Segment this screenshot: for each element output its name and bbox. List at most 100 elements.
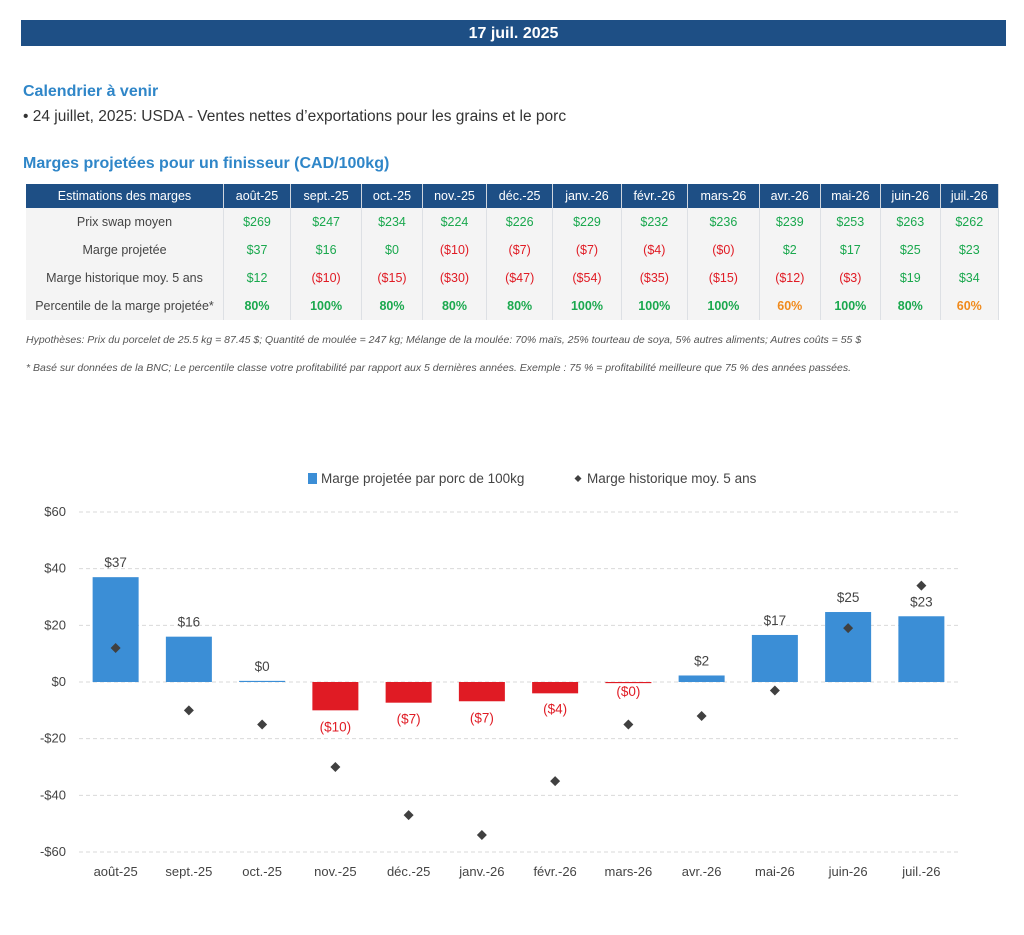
table-row-label: Percentile de la marge projetée*	[26, 292, 224, 320]
table-cell: $232	[621, 208, 688, 236]
scatter-point	[330, 762, 341, 772]
bar-data-label: ($0)	[616, 684, 640, 699]
table-cell: 80%	[361, 292, 423, 320]
y-tick-label: -$60	[40, 844, 66, 859]
table-cell: 80%	[422, 292, 488, 320]
table-row: Marge historique moy. 5 ans $12 ($10) ($15)…	[26, 264, 1000, 292]
table-cell: $34	[940, 264, 1000, 292]
table-cell: 80%	[223, 292, 291, 320]
scatter-point	[769, 685, 780, 696]
bar-series	[92, 577, 945, 711]
table-row: Marge projetée $37 $16 $0 ($10) ($7) ($7) ($4)(…	[26, 236, 1000, 264]
x-tick-label: nov.-25	[314, 864, 356, 879]
table-cell: $262	[940, 208, 1000, 236]
bar-data-label: ($7)	[397, 712, 421, 727]
scatter-point	[916, 580, 927, 591]
bar-data-label: ($7)	[470, 710, 494, 725]
table-cell: ($15)	[687, 264, 761, 292]
table-header-month: sept.-25	[290, 184, 363, 208]
table-row-label: Marge projetée	[26, 236, 224, 264]
table-cell: $229	[552, 208, 622, 236]
y-tick-label: $60	[44, 504, 66, 519]
table-cell: 100%	[687, 292, 761, 320]
y-tick-label: $40	[44, 561, 66, 576]
table-cell: ($3)	[820, 264, 882, 292]
x-tick-label: janv.-26	[458, 864, 504, 879]
table-row: Percentile de la marge projetée* 80% 100% 8…	[26, 292, 1000, 320]
table-cell: $224	[422, 208, 488, 236]
table-cell: $19	[880, 264, 941, 292]
x-tick-label: août-25	[94, 864, 138, 879]
x-tick-label: juil.-26	[901, 864, 940, 879]
bar-data-label: $25	[837, 590, 860, 605]
table-cell: 100%	[552, 292, 622, 320]
scatter-point	[476, 830, 487, 840]
x-axis: août-25 sept.-25 oct.-25 nov.-25 déc.-25 janv…	[94, 864, 941, 879]
table-header-month: janv.-26	[552, 184, 622, 208]
scatter-point	[257, 719, 268, 730]
table-cell: $253	[820, 208, 882, 236]
y-tick-label: -$40	[40, 787, 66, 802]
table-header-row: Estimations des marges août-25 sept.-25 …	[26, 184, 1000, 208]
table-cell: $226	[486, 208, 554, 236]
x-tick-label: sept.-25	[165, 864, 212, 879]
table-cell: $247	[290, 208, 363, 236]
scatter-point	[696, 711, 707, 721]
bar	[92, 577, 139, 682]
table-header-label: Estimations des marges	[26, 184, 224, 208]
data-labels: $37 $16 $0 ($10) ($7) ($7) ($4) ($0) $2 $17 $25 $23	[104, 555, 932, 734]
table-cell: $239	[759, 208, 821, 236]
table-cell: $269	[223, 208, 291, 236]
table-row-label: Prix swap moyen	[26, 208, 224, 236]
bar	[898, 616, 945, 682]
bar-data-label: $23	[910, 594, 933, 609]
legend-bar-swatch	[308, 473, 317, 484]
table-cell: ($7)	[552, 236, 622, 264]
report-date-banner: 17 juil. 2025	[21, 20, 1006, 46]
table-row-label: Marge historique moy. 5 ans	[26, 264, 224, 292]
x-tick-label: déc.-25	[387, 864, 430, 879]
table-header-month: avr.-26	[759, 184, 821, 208]
table-cell: $12	[223, 264, 291, 292]
table-cell: 80%	[486, 292, 554, 320]
bar	[678, 675, 725, 682]
bar-data-label: $0	[255, 659, 270, 674]
x-tick-label: mai-26	[755, 864, 795, 879]
table-cell: 100%	[820, 292, 882, 320]
table-header-month: déc.-25	[486, 184, 554, 208]
margin-chart: Marge projetée par porc de 100kg Marge hi…	[40, 471, 958, 879]
hypotheses-note: Hypothèses: Prix du porcelet de 25.5 kg …	[26, 334, 862, 346]
table-cell: $37	[223, 236, 291, 264]
table-header-month: juil.-26	[940, 184, 1000, 208]
bar-data-label: $37	[104, 555, 127, 570]
table-cell: ($47)	[486, 264, 554, 292]
table-cell: $23	[940, 236, 1000, 264]
legend-bar-label: Marge projetée par porc de 100kg	[321, 471, 524, 486]
scatter-point	[843, 623, 854, 634]
table-header-month: juin-26	[880, 184, 941, 208]
chart-legend: Marge projetée par porc de 100kg Marge hi…	[308, 471, 757, 486]
bar	[605, 682, 652, 684]
table-header-month: oct.-25	[361, 184, 423, 208]
table-cell: 60%	[759, 292, 821, 320]
table-cell: ($15)	[361, 264, 423, 292]
table-header-month: févr.-26	[621, 184, 688, 208]
table-cell: ($10)	[290, 264, 363, 292]
bar-data-label: ($10)	[320, 719, 352, 734]
table-cell: ($10)	[422, 236, 488, 264]
bar-data-label: $17	[764, 613, 787, 628]
x-tick-label: juin-26	[828, 864, 868, 879]
y-tick-label: $20	[44, 617, 66, 632]
x-tick-label: févr.-26	[533, 864, 576, 879]
scatter-point	[623, 719, 634, 730]
table-cell: $25	[880, 236, 941, 264]
x-tick-label: mars-26	[605, 864, 653, 879]
table-cell: ($0)	[687, 236, 761, 264]
table-cell: ($7)	[486, 236, 554, 264]
table-cell: $17	[820, 236, 882, 264]
bar	[751, 634, 798, 682]
bar	[239, 680, 286, 682]
table-header-month: nov.-25	[422, 184, 488, 208]
table-cell: ($12)	[759, 264, 821, 292]
table-cell: $263	[880, 208, 941, 236]
